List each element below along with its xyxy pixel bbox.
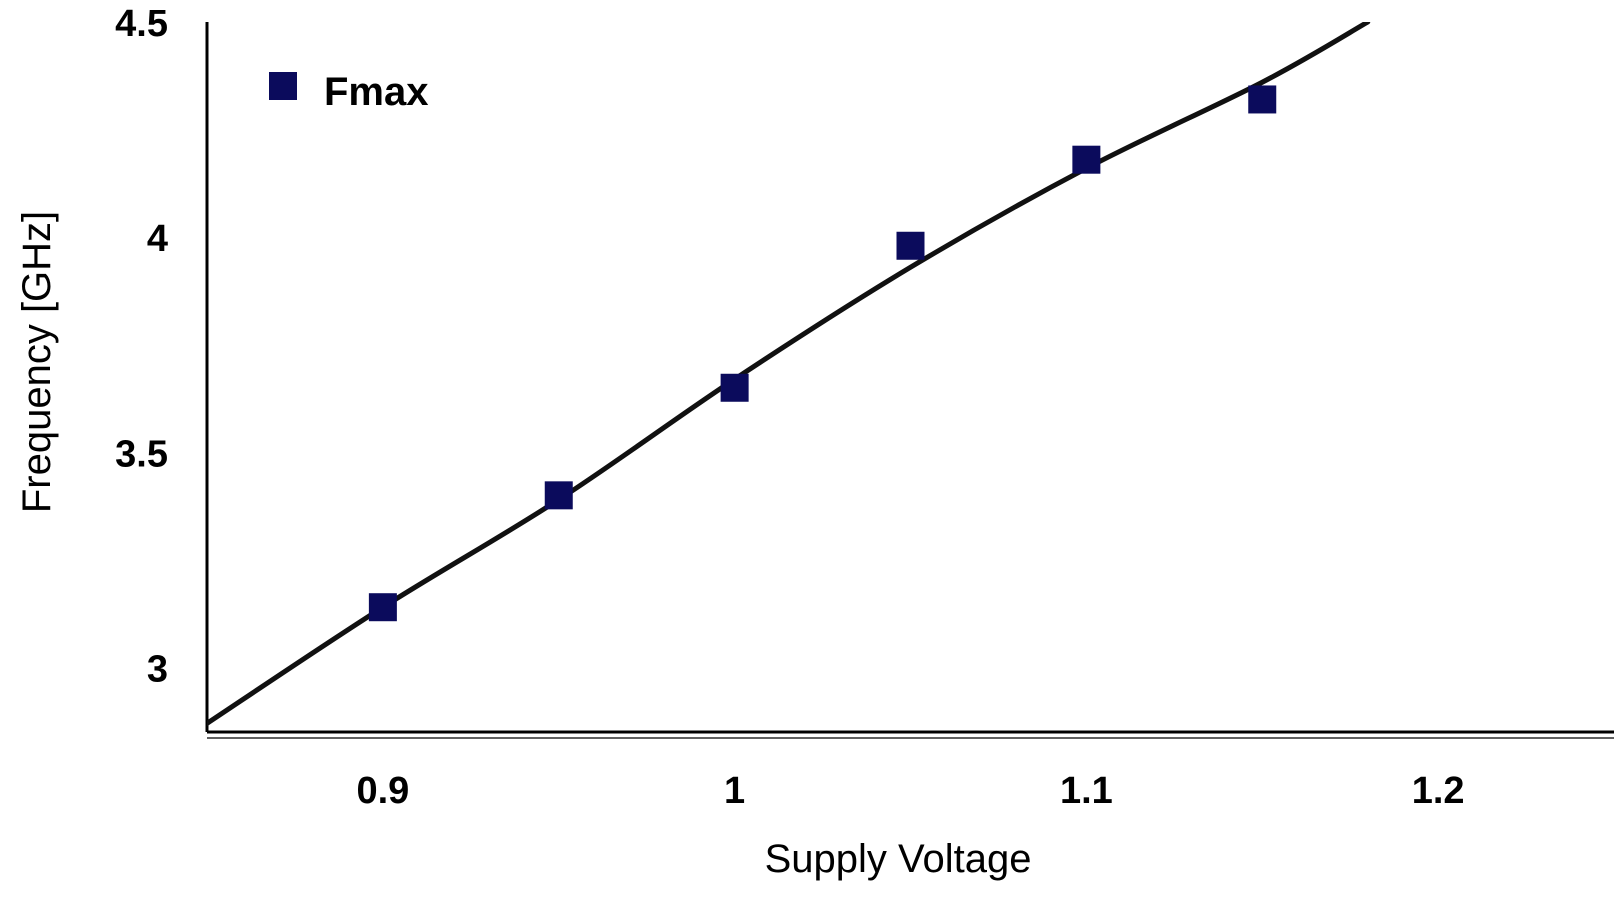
- data-point-fmax: [544, 481, 573, 510]
- data-point-fmax: [896, 231, 925, 260]
- x-axis-title: Supply Voltage: [765, 837, 1032, 881]
- y-tick-label: 4: [147, 218, 168, 260]
- data-point-fmax: [368, 593, 397, 622]
- data-point-fmax: [1072, 145, 1101, 174]
- y-axis-title: Frequency [GHz]: [15, 211, 59, 513]
- y-tick-label: 3.5: [115, 433, 168, 475]
- x-tick-labels: 0.9 1 1.1 1.2: [356, 770, 1464, 812]
- data-points: [368, 85, 1277, 622]
- legend-marker-fmax: [269, 72, 297, 100]
- legend: Fmax: [269, 70, 429, 114]
- x-tick-label: 1.1: [1060, 770, 1113, 812]
- legend-label-fmax: Fmax: [324, 70, 429, 114]
- x-tick-label: 1.2: [1412, 770, 1465, 812]
- y-tick-label: 4.5: [115, 3, 168, 45]
- data-point-fmax: [720, 373, 749, 402]
- y-tick-labels: 3 3.5 4 4.5: [115, 3, 168, 690]
- y-tick-label: 3: [147, 648, 168, 690]
- x-tick-label: 0.9: [356, 770, 409, 812]
- x-tick-label: 1: [724, 770, 745, 812]
- data-point-fmax: [1248, 85, 1277, 114]
